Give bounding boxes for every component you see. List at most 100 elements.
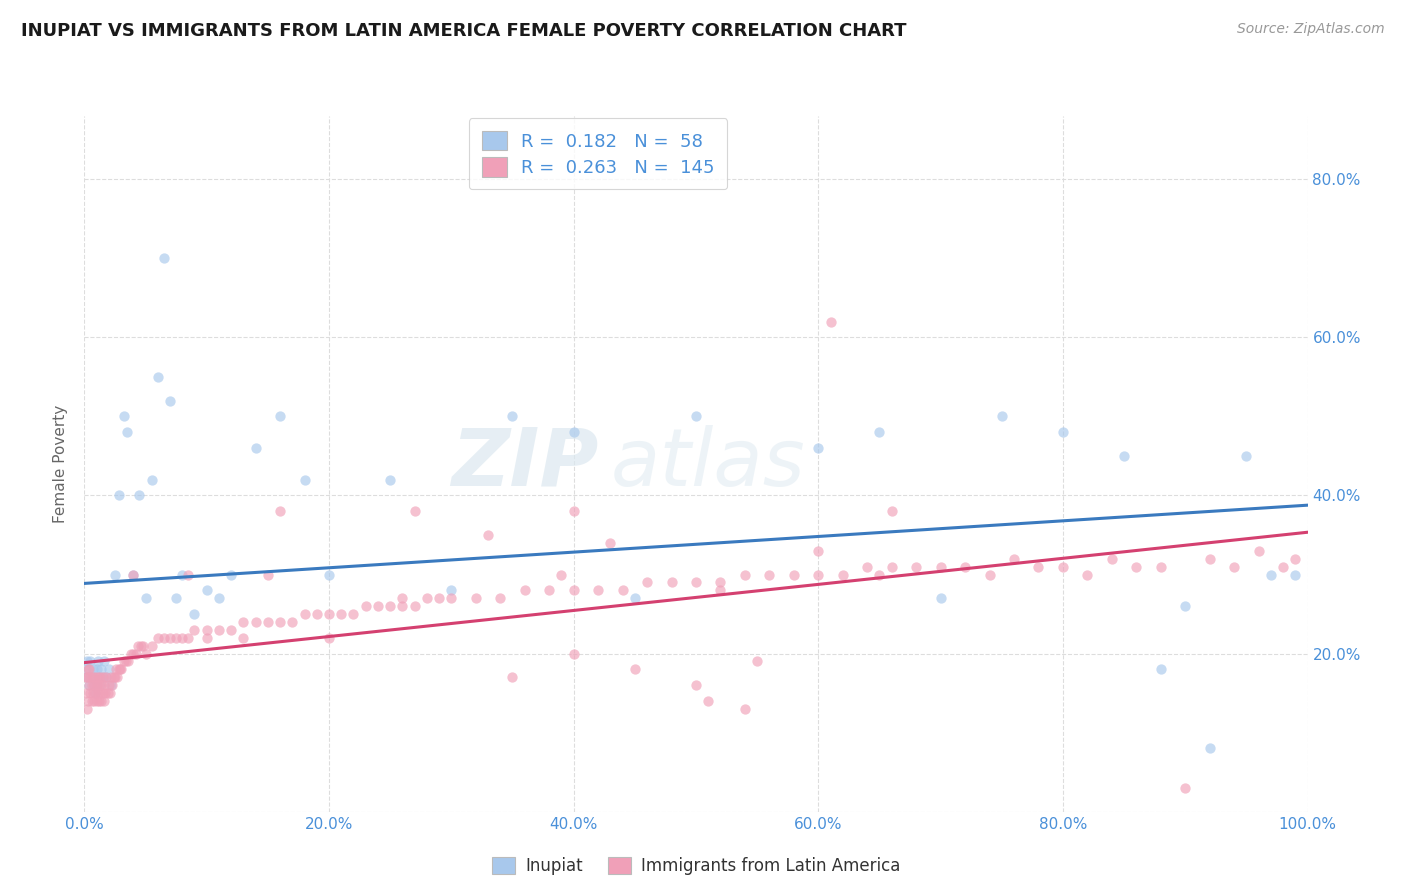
Point (110, 662, 132, 676)
Point (502, 670, 524, 684)
Point (93, 678, 115, 692)
Point (195, 623, 218, 637)
Point (1284, 551, 1306, 566)
Point (89, 670, 111, 684)
Point (159, 631, 181, 645)
Point (93, 655, 115, 669)
Point (96, 670, 118, 684)
Point (1223, 559, 1246, 574)
Point (1174, 599, 1197, 614)
Point (513, 583, 536, 598)
Point (76, 702, 98, 716)
Point (502, 409, 524, 424)
Point (1002, 551, 1025, 566)
Point (440, 591, 463, 606)
Point (624, 662, 647, 676)
Point (125, 647, 148, 661)
Text: INUPIAT VS IMMIGRANTS FROM LATIN AMERICA FEMALE POVERTY CORRELATION CHART: INUPIAT VS IMMIGRANTS FROM LATIN AMERICA… (21, 22, 907, 40)
Point (195, 583, 218, 598)
Point (105, 662, 128, 676)
Point (869, 425, 891, 440)
Point (80, 694, 103, 708)
Point (747, 655, 769, 669)
Point (97, 686, 120, 700)
Point (734, 702, 756, 716)
Point (80, 678, 103, 692)
Point (477, 528, 499, 542)
Point (76, 670, 98, 684)
Point (257, 567, 280, 582)
Point (128, 488, 150, 502)
Point (82, 662, 104, 676)
Point (90, 662, 112, 676)
Point (97, 678, 120, 692)
Point (758, 567, 780, 582)
Point (1125, 559, 1147, 574)
Point (562, 647, 585, 661)
Point (979, 567, 1001, 582)
Point (97, 662, 120, 676)
Point (929, 559, 952, 574)
Point (305, 607, 328, 621)
Point (115, 655, 138, 669)
Point (80, 670, 103, 684)
Point (86, 678, 108, 692)
Point (141, 473, 163, 487)
Point (79, 670, 101, 684)
Point (165, 591, 187, 606)
Point (122, 647, 145, 661)
Point (404, 599, 426, 614)
Point (159, 393, 181, 408)
Point (165, 631, 187, 645)
Point (661, 575, 683, 590)
Point (991, 409, 1014, 424)
Point (89, 686, 111, 700)
Point (135, 647, 157, 661)
Point (269, 615, 291, 629)
Point (75, 686, 97, 700)
Point (1150, 559, 1173, 574)
Point (77, 678, 100, 692)
Point (115, 425, 138, 440)
Point (538, 583, 561, 598)
Point (84, 670, 107, 684)
Point (172, 567, 194, 582)
Point (599, 536, 621, 550)
Point (84, 686, 107, 700)
Point (685, 575, 707, 590)
Point (586, 583, 609, 598)
Point (562, 583, 585, 598)
Point (1028, 559, 1050, 574)
Point (929, 591, 952, 606)
Point (183, 623, 205, 637)
Point (330, 607, 353, 621)
Point (153, 631, 176, 645)
Point (83, 678, 105, 692)
Point (100, 670, 122, 684)
Point (90, 694, 112, 708)
Point (831, 567, 853, 582)
Point (1198, 741, 1220, 756)
Point (709, 583, 731, 598)
Point (153, 252, 176, 266)
Point (807, 543, 830, 558)
Point (107, 488, 129, 502)
Point (880, 559, 903, 574)
Point (562, 425, 585, 440)
Point (219, 567, 242, 582)
Point (269, 504, 291, 518)
Point (905, 559, 928, 574)
Point (132, 639, 155, 653)
Point (734, 567, 756, 582)
Point (83, 678, 105, 692)
Point (77, 662, 100, 676)
Point (416, 591, 439, 606)
Point (294, 473, 316, 487)
Point (1260, 567, 1282, 582)
Point (807, 567, 830, 582)
Point (87, 686, 110, 700)
Point (107, 662, 129, 676)
Point (90, 678, 112, 692)
Point (232, 631, 254, 645)
Point (318, 607, 340, 621)
